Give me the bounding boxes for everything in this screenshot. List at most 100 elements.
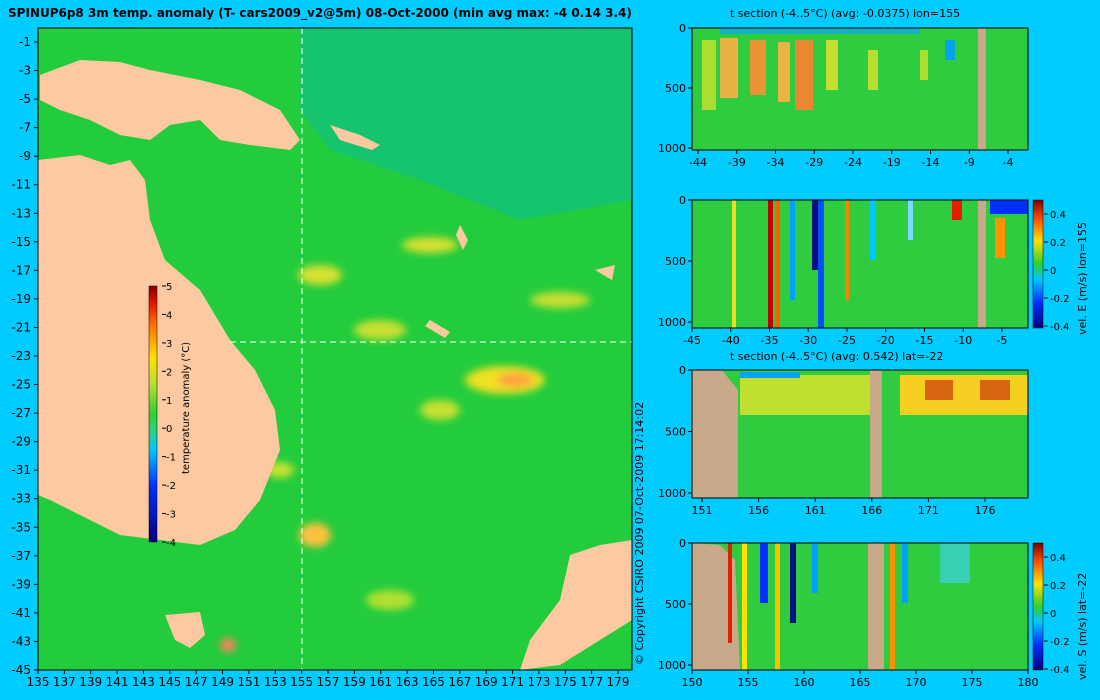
map-ytick-label: -35	[11, 520, 31, 534]
map-xtick-label: 169	[475, 675, 498, 689]
panel1-mask	[978, 28, 986, 150]
panel2-xtick-label: -20	[877, 334, 895, 347]
panel2-ytick-label: 1000	[658, 316, 686, 329]
cool-water-north	[300, 28, 632, 220]
map-xtick-label: 173	[527, 675, 550, 689]
map-y-axis: -1 -3 -5 -7 -9 -11 -13 -15 -17 -19 -21 -23 -25 -27 -29…	[11, 35, 38, 677]
panel4-xtick-label: 165	[850, 676, 871, 689]
colorbar-ytick-label: -2	[166, 481, 176, 492]
colorbar-ytick-label: 1	[166, 396, 172, 407]
map-ytick-label: -17	[11, 263, 31, 277]
panel4-ylabel: vel. S (m/s) lat=-22	[1076, 573, 1089, 680]
panel2-colorbar	[1032, 199, 1044, 329]
panel1-xtick-label: -44	[689, 156, 707, 169]
panel4-xtick-label: 160	[794, 676, 815, 689]
panel1-xtick-label: -19	[883, 156, 901, 169]
panel4-land	[692, 543, 740, 670]
panel4-ytick-label: 0	[679, 537, 686, 550]
map-ytick-label: -33	[11, 492, 31, 506]
map-ytick-label: -9	[19, 149, 31, 163]
land-australia	[38, 155, 280, 545]
panel3-xtick-label: 151	[692, 504, 713, 517]
panel3-mask	[870, 370, 882, 498]
panel3-ytick-label: 500	[665, 426, 686, 439]
map-xtick-label: 177	[580, 675, 603, 689]
colorbar-ytick-label: -3	[166, 510, 176, 521]
panel2-colorbar-ytick-label: -0.2	[1050, 294, 1070, 305]
panel2-mask	[978, 200, 986, 328]
panel1-xtick-label: -14	[922, 156, 940, 169]
panel4-colorbar-ytick-label: 0.2	[1050, 581, 1066, 592]
map-xtick-label: 141	[106, 675, 129, 689]
map-xtick-label: 155	[290, 675, 313, 689]
panel4-xtick-label: 170	[906, 676, 927, 689]
map-xtick-label: 135	[27, 675, 50, 689]
land-new-caledonia	[425, 320, 450, 338]
panel4-colorbar	[1032, 542, 1044, 671]
panel1-xtick-label: -29	[805, 156, 823, 169]
panel1-ytick-label: 500	[665, 82, 686, 95]
land-fiji	[595, 265, 615, 280]
panel1-title: t section (-4..5°C) (avg: -0.0375) lon=1…	[730, 7, 961, 20]
colorbar-ytick-label: 3	[166, 339, 172, 350]
map-xtick-label: 179	[607, 675, 630, 689]
panel4-colorbar-ytick-label: 0	[1050, 609, 1056, 620]
map-xtick-label: 153	[264, 675, 287, 689]
map-panel: 135 137 139 141 143 145 147 149 151 153 155 157 159 1…	[11, 27, 633, 689]
panel3-title: t section (-4..5°C) (avg: 0.542) lat=-22	[730, 350, 944, 363]
panel4-ytick-label: 1000	[658, 659, 686, 672]
map-ytick-label: -5	[19, 92, 31, 106]
map-xtick-label: 143	[132, 675, 155, 689]
panel2-colorbar-ytick-label: 0.4	[1050, 210, 1066, 221]
map-ytick-label: -25	[11, 378, 31, 392]
panel3-ytick-label: 1000	[658, 487, 686, 500]
panel4-xtick-label: 180	[1018, 676, 1039, 689]
panel2-xtick-label: -40	[722, 334, 740, 347]
map-plot-area	[37, 27, 633, 671]
map-xtick-label: 147	[185, 675, 208, 689]
panel4-mask	[868, 543, 884, 670]
map-ytick-label: -11	[11, 178, 31, 192]
map-x-axis: 135 137 139 141 143 145 147 149 151 153 155 157 159 1…	[27, 670, 630, 689]
map-ytick-label: -45	[11, 663, 31, 677]
panel1-xtick-label: -39	[728, 156, 746, 169]
panel1-ytick-label: 0	[679, 22, 686, 35]
map-xtick-label: 175	[554, 675, 577, 689]
map-xtick-label: 157	[317, 675, 340, 689]
map-ytick-label: -7	[19, 121, 31, 135]
colorbar-ytick-label: 2	[166, 367, 172, 378]
panel1-xtick-label: -34	[767, 156, 785, 169]
map-ytick-label: -19	[11, 292, 31, 306]
map-ytick-label: -41	[11, 606, 31, 620]
map-ytick-label: -21	[11, 320, 31, 334]
panel2-xtick-label: -5	[997, 334, 1008, 347]
panel1-xtick-label: -24	[844, 156, 862, 169]
colorbar-ytick-label: 0	[166, 424, 172, 435]
panel2-xtick-label: -30	[799, 334, 817, 347]
panel1-ytick-label: 1000	[658, 142, 686, 155]
main-title: SPINUP6p8 3m temp. anomaly (T- cars2009_…	[8, 6, 632, 20]
land-vanuatu	[456, 225, 468, 250]
panel3-xtick-label: 161	[805, 504, 826, 517]
map-ytick-label: -39	[11, 577, 31, 591]
panel2-xtick-label: -25	[838, 334, 856, 347]
colorbar-ramp	[148, 285, 158, 543]
map-xtick-label: 163	[396, 675, 419, 689]
panel2-ylabel: vel. E (m/s) lon=155	[1076, 222, 1089, 335]
panel3-xtick-label: 176	[975, 504, 996, 517]
map-xtick-label: 159	[343, 675, 366, 689]
panel4-xtick-label: 150	[682, 676, 703, 689]
map-xtick-label: 151	[237, 675, 260, 689]
map-ytick-label: -27	[11, 406, 31, 420]
panel2-ytick-label: 500	[665, 255, 686, 268]
map-ytick-label: -15	[11, 235, 31, 249]
map-xtick-label: 161	[369, 675, 392, 689]
panel4-plot	[691, 542, 1044, 671]
panel1-xtick-label: -9	[964, 156, 975, 169]
map-ytick-label: -29	[11, 435, 31, 449]
land-solomon-islands	[330, 125, 380, 150]
panel3-xtick-label: 166	[861, 504, 882, 517]
map-colorbar: 5 4 3 2 1 0 -1 -2 -3 -4 temperature anomaly (°C)	[148, 282, 192, 549]
panel3-xtick-label: 156	[748, 504, 769, 517]
panel1-xtick-label: -4	[1003, 156, 1014, 169]
